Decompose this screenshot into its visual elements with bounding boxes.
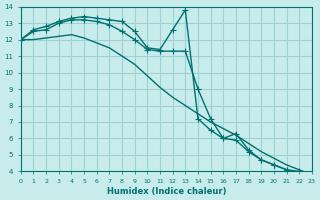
X-axis label: Humidex (Indice chaleur): Humidex (Indice chaleur) <box>107 187 226 196</box>
